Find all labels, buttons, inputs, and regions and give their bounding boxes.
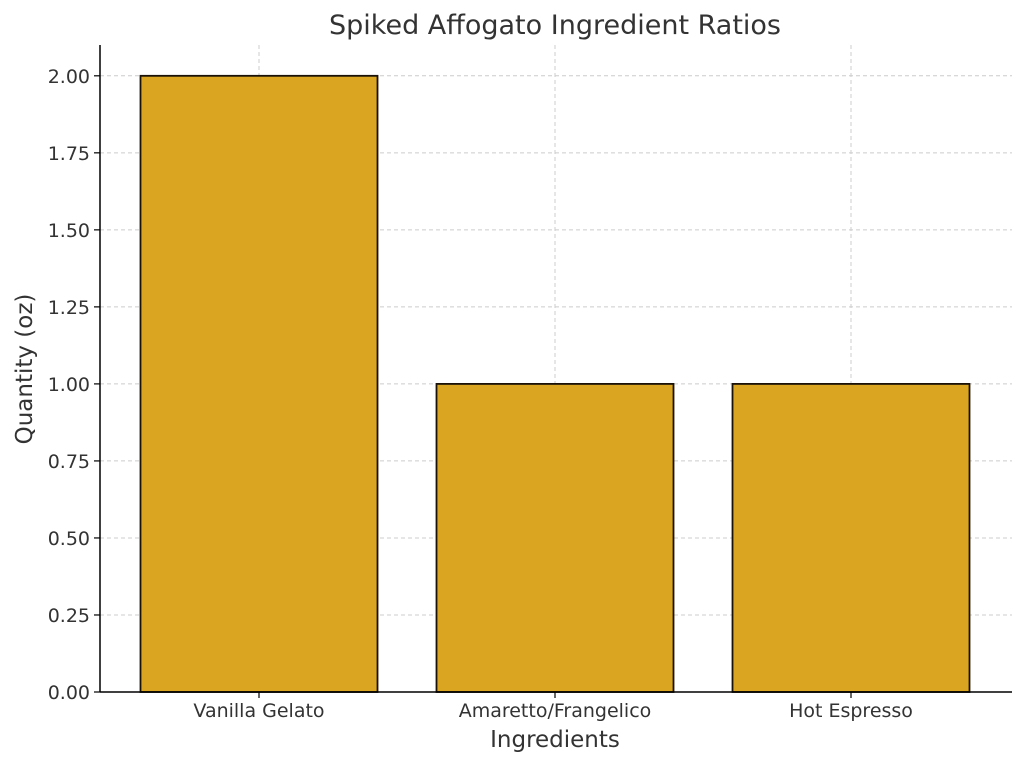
bars [139,74,971,693]
y-tick-label: 0.50 [48,528,90,550]
bar-amaretto-frangelico [435,383,675,693]
x-tick-label: Hot Espresso [789,700,913,722]
bar-hot-espresso [731,383,971,693]
y-tick-label: 2.00 [48,66,90,88]
y-tick-label: 1.00 [48,374,90,396]
y-tick-label: 0.00 [48,682,90,704]
y-tick-labels: 0.00 0.25 0.50 0.75 1.00 1.25 1.50 1.75 2.00 [48,66,90,704]
y-tick-label: 1.25 [48,297,90,319]
axes [94,45,1012,698]
x-tick-label: Vanilla Gelato [193,700,324,722]
y-tick-label: 0.25 [48,605,90,627]
y-axis-label: Quantity (oz) [12,294,38,445]
x-tick-labels: Vanilla Gelato Amaretto/Frangelico Hot Esp… [193,700,913,722]
chart-title: Spiked Affogato Ingredient Ratios [329,10,781,41]
y-tick-label: 1.50 [48,220,90,242]
bar-vanilla-gelato [139,74,379,693]
x-tick-label: Amaretto/Frangelico [459,700,652,722]
x-axis-label: Ingredients [490,727,620,753]
y-tick-label: 0.75 [48,451,90,473]
y-tick-label: 1.75 [48,143,90,165]
